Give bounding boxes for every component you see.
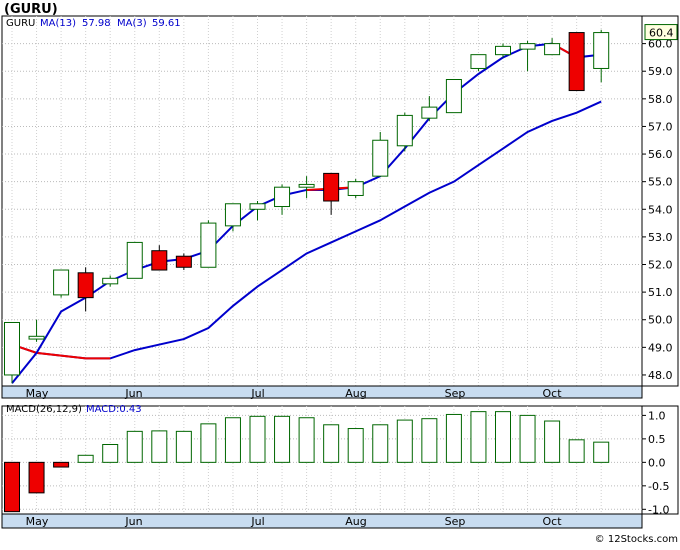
macd-month-label: Oct <box>542 515 562 528</box>
macd-x-axis-band <box>1 513 643 529</box>
candle-body <box>4 321 20 376</box>
price-y-tick-label: 59.0 <box>648 65 673 78</box>
macd-bar <box>151 430 168 463</box>
price-y-tick-label: 53.0 <box>648 231 673 244</box>
candle-body <box>28 335 45 340</box>
price-y-tick-label: 57.0 <box>648 120 673 133</box>
candle-body <box>445 79 462 114</box>
price-month-label: May <box>26 387 49 400</box>
candle-body <box>175 255 192 268</box>
price-y-tick-label: 55.0 <box>648 176 673 189</box>
price-y-tick-label: 58.0 <box>648 93 673 106</box>
candle-body <box>102 277 119 285</box>
macd-bar <box>175 430 192 463</box>
candle-body <box>249 203 266 210</box>
macd-bar <box>53 461 70 468</box>
macd-y-tick-label: 0.5 <box>648 433 666 446</box>
macd-y-tick-label: 0.0 <box>648 456 666 469</box>
candle-body <box>77 272 94 299</box>
macd-legend-value: MACD:0.43 <box>86 404 142 415</box>
legend-ma13-label: MA(13) <box>40 18 76 29</box>
macd-month-label: May <box>26 515 49 528</box>
legend-symbol: GURU <box>6 18 35 29</box>
macd-bar <box>593 441 610 463</box>
candle-body <box>495 45 511 56</box>
macd-bar <box>495 411 511 463</box>
price-y-tick-label: 50.0 <box>648 314 673 327</box>
macd-y-tick-label: -0.5 <box>648 480 669 493</box>
macd-bar <box>568 439 585 463</box>
legend-ma13-value: 57.98 <box>82 18 111 29</box>
candle-body <box>323 172 340 202</box>
candle-body <box>519 43 536 50</box>
price-month-label: Sep <box>445 387 466 400</box>
price-month-label: Jul <box>250 387 264 400</box>
macd-legend-label: MACD(26,12,9) <box>6 404 82 415</box>
last-price-box <box>644 24 678 41</box>
ma-slow-red-segment <box>11 343 111 360</box>
candle-body <box>274 186 291 208</box>
macd-bar <box>224 417 241 463</box>
macd-bar <box>519 414 536 463</box>
price-y-tick-label: 52.0 <box>648 259 673 272</box>
macd-bar <box>249 415 266 463</box>
price-y-tick-label: 48.0 <box>648 369 673 382</box>
macd-bar <box>323 424 340 463</box>
macd-bar <box>4 461 20 513</box>
macd-bar <box>470 411 487 463</box>
price-x-axis-band <box>1 385 643 399</box>
macd-month-label: Jun <box>124 515 142 528</box>
price-y-tick-label: 60.0 <box>648 38 673 51</box>
candle-body <box>372 139 389 177</box>
candle-body <box>568 32 585 92</box>
macd-month-label: Sep <box>445 515 466 528</box>
macd-bar <box>126 430 143 463</box>
candle-body <box>396 114 413 147</box>
candle-body <box>544 43 561 56</box>
price-panel <box>1 15 679 387</box>
macd-bar <box>28 461 45 494</box>
macd-bar <box>298 417 315 463</box>
legend-ma3-value: 59.61 <box>152 18 181 29</box>
chart-title: (GURU) <box>4 2 58 17</box>
candle-body <box>151 250 168 271</box>
price-month-label: Jun <box>124 387 142 400</box>
price-month-label: Aug <box>345 387 366 400</box>
macd-month-label: Jul <box>250 515 264 528</box>
candle-body <box>224 203 241 227</box>
macd-bar <box>200 423 217 463</box>
footer-credit: © 12Stocks.com <box>595 534 678 545</box>
last-price-label: 60.4 <box>649 27 674 40</box>
macd-bar <box>544 420 561 463</box>
macd-bar <box>102 444 119 463</box>
candle-body <box>298 183 315 188</box>
candle-body <box>593 32 610 69</box>
macd-bar <box>396 419 413 463</box>
candle-body <box>53 269 70 296</box>
macd-month-label: Aug <box>345 515 366 528</box>
candle-body <box>126 241 143 279</box>
macd-y-tick-label: -1.0 <box>648 503 669 516</box>
legend-ma3-label: MA(3) <box>117 18 147 29</box>
candle-body <box>470 54 487 69</box>
macd-bar <box>347 428 364 463</box>
macd-y-tick-label: 1.0 <box>648 409 666 422</box>
candle-body <box>200 222 217 268</box>
macd-bar <box>421 418 438 463</box>
price-y-tick-label: 51.0 <box>648 286 673 299</box>
candle-body <box>421 106 438 119</box>
price-month-label: Oct <box>542 387 562 400</box>
candle-body <box>347 181 364 196</box>
macd-bar <box>445 413 462 463</box>
price-y-tick-label: 49.0 <box>648 341 673 354</box>
price-y-tick-label: 54.0 <box>648 203 673 216</box>
price-y-tick-label: 56.0 <box>648 148 673 161</box>
macd-bar <box>372 424 389 463</box>
macd-bar <box>274 415 291 463</box>
macd-bar <box>77 454 94 463</box>
